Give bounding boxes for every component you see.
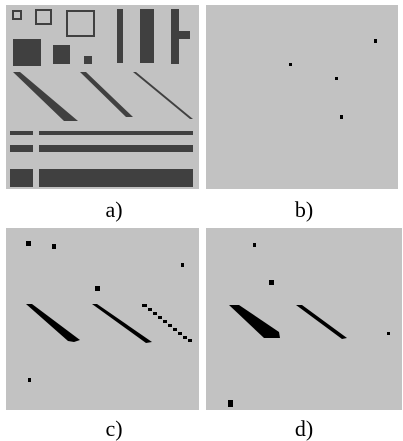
medium-square-outline (35, 9, 52, 25)
filled-square-large (13, 39, 41, 66)
diagonal-feature-medium (296, 305, 347, 339)
point (52, 244, 56, 249)
point (340, 115, 343, 119)
small-square-outline (12, 10, 22, 20)
panel-a-original-image (6, 5, 199, 189)
vertical-bar-thin (117, 9, 123, 63)
caption-d: d) (294, 416, 314, 441)
panel-c-canvas (26, 241, 192, 382)
diagonal-feature-medium (92, 304, 152, 343)
point (28, 378, 31, 382)
point (228, 400, 233, 407)
filled-square-small (84, 56, 92, 64)
diagonal-feature-dotted (142, 304, 192, 342)
point (374, 39, 377, 43)
point (269, 280, 274, 285)
point (289, 63, 292, 66)
vertical-bar-cross (171, 9, 179, 64)
diagonal-feature-wide (26, 304, 80, 342)
diagonal-band-medium (80, 72, 133, 117)
panel-b-canvas (289, 39, 377, 119)
caption-c: c) (105, 416, 123, 441)
horizontal-bar-2 (10, 145, 193, 152)
horizontal-bar-1 (10, 131, 193, 135)
point (26, 241, 31, 246)
point (387, 332, 390, 335)
caption-b: b) (294, 197, 314, 222)
panel-c-detected-features (6, 228, 199, 410)
diagonal-band-wide (13, 72, 78, 121)
horizontal-bar-3 (10, 169, 193, 187)
point (181, 263, 184, 267)
point (253, 243, 256, 247)
cross-arm (178, 31, 190, 39)
vertical-gap (33, 129, 39, 189)
panel-a-canvas (10, 9, 193, 189)
filled-square-medium (53, 45, 70, 64)
large-square-outline (66, 10, 95, 37)
panel-d-detected-features (206, 228, 402, 410)
panel-d-canvas (228, 243, 390, 407)
point (335, 77, 338, 80)
point (95, 286, 100, 291)
diagonal-feature-wide (229, 305, 280, 338)
caption-a: a) (105, 197, 123, 222)
vertical-bar-wide (140, 9, 154, 63)
diagonal-band-thin (133, 72, 193, 119)
panel-b-detected-points (206, 5, 398, 189)
